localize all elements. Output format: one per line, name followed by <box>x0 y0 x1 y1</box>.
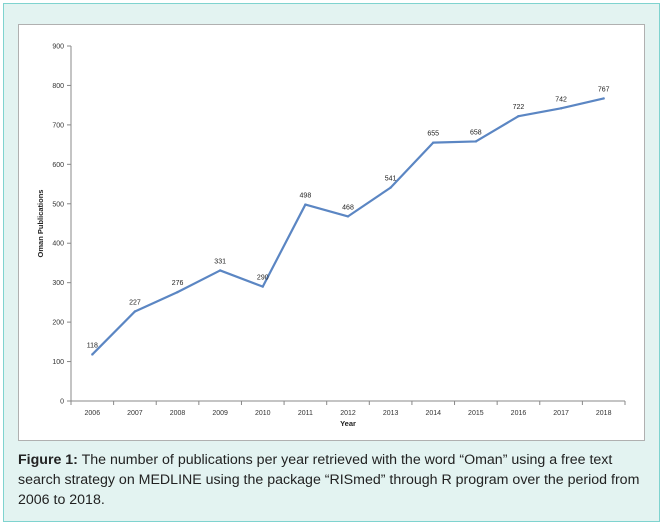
x-tick-label: 2015 <box>468 410 484 417</box>
data-label: 290 <box>257 275 269 282</box>
y-tick-label: 400 <box>52 241 64 248</box>
y-tick-label: 600 <box>52 162 64 169</box>
data-point <box>304 203 307 206</box>
y-tick-label: 900 <box>52 44 64 51</box>
data-label: 742 <box>555 96 567 103</box>
data-label: 541 <box>385 176 397 183</box>
x-tick-label: 2014 <box>425 410 441 417</box>
data-label: 118 <box>87 342 98 349</box>
data-point <box>176 290 179 294</box>
x-axis: 2006 2007 2008 2009 2010 2011 2012 2013 2014 2015… <box>70 400 626 417</box>
caption-label: Figure 1: <box>18 452 78 468</box>
x-tick-label: 2016 <box>511 410 527 417</box>
x-tick-label: 2011 <box>298 410 313 417</box>
data-point <box>346 215 350 218</box>
data-label: 655 <box>427 131 439 138</box>
x-tick-label: 2012 <box>340 410 356 417</box>
chart-area: 0 100 200 300 400 500 600 700 800 900 2006 2007 200… <box>18 24 645 441</box>
x-tick-label: 2006 <box>85 410 101 417</box>
data-point <box>474 140 478 143</box>
data-point <box>602 97 605 100</box>
data-label: 227 <box>129 299 141 306</box>
y-tick-label: 200 <box>52 320 64 327</box>
data-point <box>218 269 222 272</box>
data-point <box>133 310 137 313</box>
data-label: 722 <box>513 104 525 111</box>
data-label: 276 <box>172 280 184 287</box>
y-tick-label: 500 <box>52 201 64 208</box>
x-tick-label: 2018 <box>596 410 612 417</box>
data-label: 498 <box>300 193 312 200</box>
figure-frame: 0 100 200 300 400 500 600 700 800 900 2006 2007 200… <box>3 3 660 522</box>
y-tick-label: 800 <box>52 83 64 90</box>
x-tick-label: 2013 <box>383 410 399 417</box>
data-point <box>559 107 563 110</box>
data-point <box>91 353 94 356</box>
caption-text: The number of publications per year retr… <box>18 452 640 508</box>
x-axis-label: Year <box>340 419 356 428</box>
data-point <box>517 115 520 118</box>
figure-caption: Figure 1: The number of publications per… <box>18 450 650 510</box>
y-tick-label: 700 <box>52 122 64 129</box>
x-tick-label: 2008 <box>170 410 186 417</box>
x-tick-label: 2010 <box>255 410 271 417</box>
data-labels: 118 227 276 331 290 498 468 541 655 658 722 742 767 <box>87 86 610 349</box>
data-label: 658 <box>470 129 482 136</box>
y-tick-label: 100 <box>52 359 64 366</box>
data-point <box>261 285 264 288</box>
y-tick-label: 0 <box>60 399 64 406</box>
series-polyline <box>91 97 604 356</box>
x-tick-label: 2017 <box>553 410 569 417</box>
y-axis: 0 100 200 300 400 500 600 700 800 900 <box>52 44 72 406</box>
data-point <box>432 141 435 144</box>
data-point <box>389 186 392 189</box>
series-line <box>91 97 605 356</box>
y-tick-label: 300 <box>52 280 64 287</box>
data-label: 331 <box>214 258 226 265</box>
data-label: 468 <box>342 204 354 211</box>
x-tick-label: 2009 <box>212 410 228 417</box>
y-axis-label: Oman Publications <box>36 190 45 258</box>
data-label: 767 <box>598 86 610 93</box>
x-tick-label: 2007 <box>127 410 143 417</box>
